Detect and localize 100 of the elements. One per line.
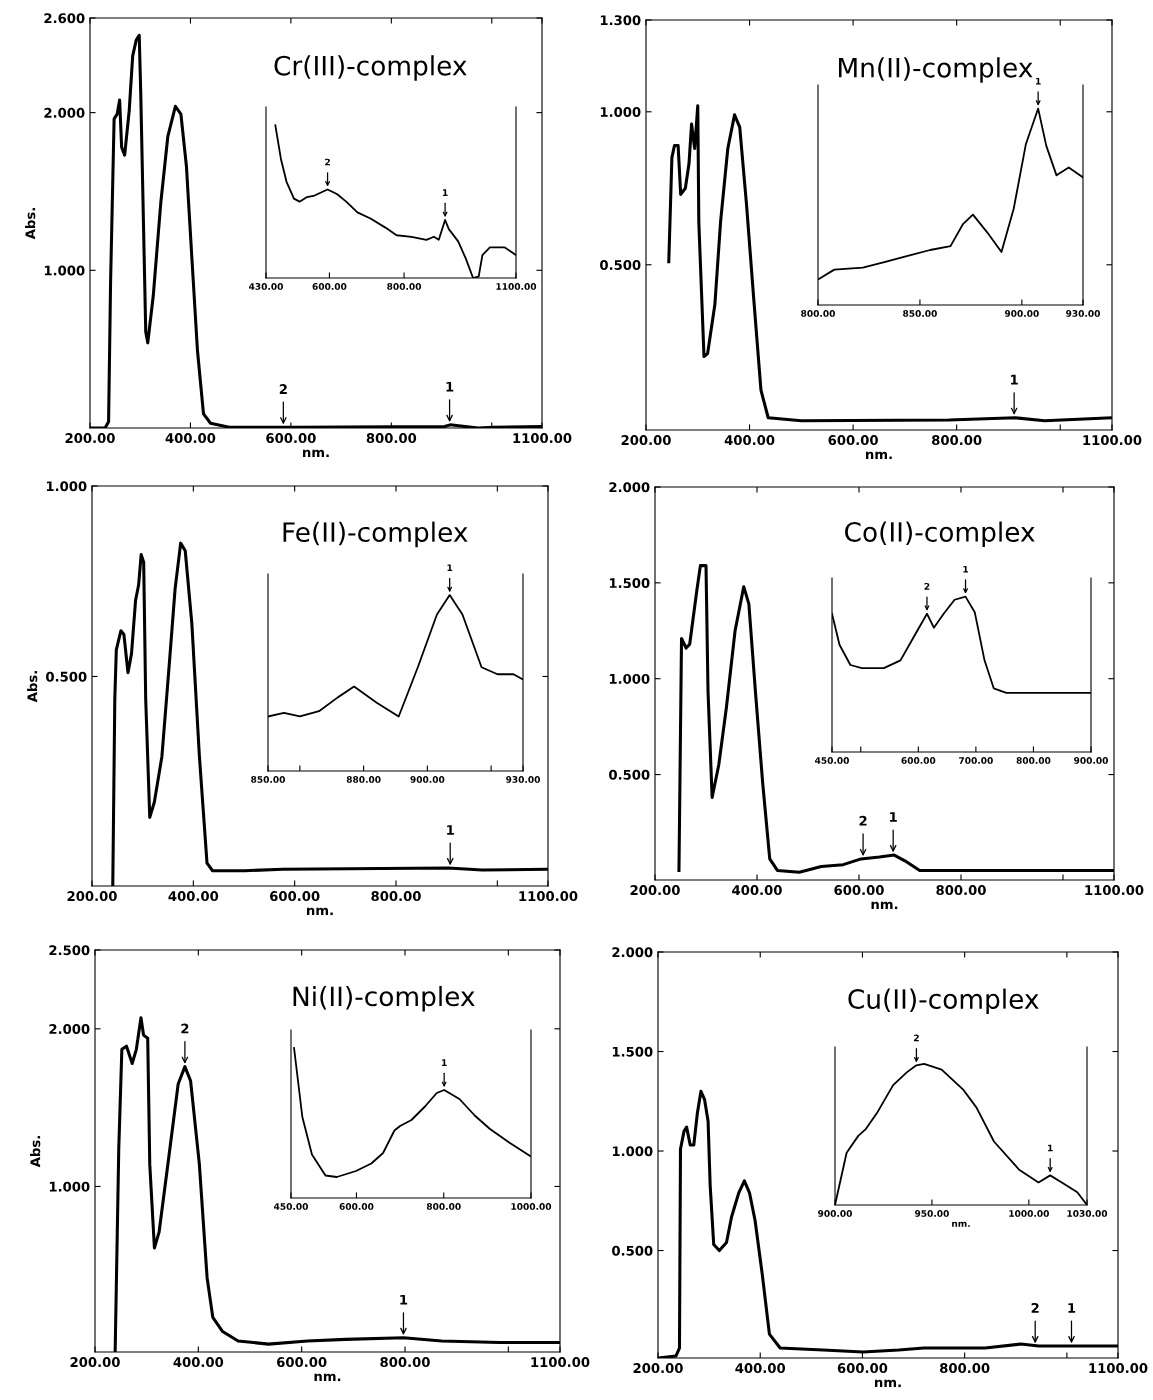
annotation: 1 [442, 189, 448, 196]
y-axis-title: Abs. [27, 671, 38, 703]
x-tick-label: 1100.00 [513, 433, 572, 444]
y-tick-label: 1.000 [46, 481, 87, 492]
x-tick-label: 400.00 [165, 433, 216, 444]
annotation: 2 [181, 1023, 189, 1034]
y-tick-label: 1.000 [609, 673, 650, 684]
y-tick-label: 2.500 [49, 945, 90, 956]
x-axis-title: nm. [952, 1221, 970, 1227]
x-tick-label: 430.00 [248, 283, 283, 290]
x-tick-label: 850.00 [903, 310, 937, 317]
annotation: 1 [1068, 1303, 1076, 1313]
x-tick-label: 880.00 [346, 776, 381, 783]
x-tick-label: 1100.00 [1083, 435, 1142, 446]
x-tick-label: 200.00 [65, 433, 115, 444]
annotation: 1 [1048, 1144, 1053, 1152]
annotation: 2 [1031, 1302, 1039, 1313]
y-tick-label: 1.500 [612, 1046, 653, 1057]
text: Fe(II)-complex [283, 521, 468, 548]
x-tick-label: 200.00 [633, 1363, 683, 1374]
x-tick-label: 1100.00 [519, 891, 578, 902]
x-tick-label: 900.00 [818, 1210, 852, 1217]
y-tick-label: 1.300 [600, 15, 641, 26]
y-axis-title: Abs. [25, 208, 36, 240]
text: Cr(III)-complex [274, 55, 467, 81]
x-tick-label: 1000.00 [511, 1203, 552, 1210]
y-tick-label: 0.500 [46, 671, 87, 682]
annotation: 2 [859, 815, 867, 826]
annotation: 1 [447, 825, 454, 835]
x-tick-label: 600.00 [901, 757, 936, 764]
y-tick-label: 1.000 [600, 107, 641, 117]
x-tick-label: 600.00 [266, 433, 316, 444]
annotation: 1 [442, 1059, 447, 1066]
x-tick-label: 800.00 [426, 1203, 461, 1210]
x-tick-label: 800.00 [380, 1357, 430, 1368]
x-tick-label: 800.00 [371, 891, 421, 902]
x-tick-label: 600.00 [339, 1203, 374, 1210]
x-axis-title: nm. [303, 449, 329, 458]
y-axis-title: Abs. [30, 1136, 41, 1168]
x-tick-label: 800.00 [801, 310, 835, 317]
annotation: 1 [1011, 374, 1018, 385]
text: Ni(II)-complex [293, 985, 475, 1012]
x-tick-label: 800.00 [1016, 757, 1051, 764]
x-tick-label: 1100.00 [1085, 885, 1144, 896]
x-tick-label: 200.00 [70, 1357, 120, 1368]
y-tick-label: 0.500 [609, 769, 650, 780]
x-tick-label: 900.00 [410, 776, 445, 783]
x-tick-label: 930.00 [506, 776, 540, 783]
x-tick-label: 950.00 [914, 1210, 949, 1217]
x-tick-label: 450.00 [273, 1203, 308, 1210]
x-tick-label: 1100.00 [531, 1357, 590, 1368]
x-tick-label: 400.00 [735, 1363, 786, 1374]
x-tick-label: 1030.00 [1067, 1210, 1108, 1217]
y-tick-label: 2.000 [49, 1024, 90, 1035]
x-tick-label: 800.00 [366, 433, 417, 444]
y-tick-label: 2.600 [44, 13, 85, 24]
text: Co(II)-complex [845, 521, 1035, 548]
x-tick-label: 600.00 [837, 1363, 888, 1374]
annotation: 1 [447, 564, 453, 572]
x-tick-label: 600.00 [834, 885, 884, 896]
x-axis-title: nm. [875, 1379, 901, 1388]
y-tick-label: 0.500 [600, 260, 641, 270]
x-tick-label: 850.00 [251, 776, 285, 783]
x-tick-label: 900.00 [1074, 757, 1108, 764]
annotation: 1 [400, 1294, 408, 1305]
annotation: 1 [1036, 77, 1041, 85]
x-tick-label: 200.00 [621, 435, 671, 446]
x-axis-title: nm. [871, 901, 898, 910]
x-tick-label: 400.00 [732, 885, 782, 896]
x-tick-label: 700.00 [959, 757, 993, 764]
x-tick-label: 900.00 [1004, 310, 1039, 317]
x-tick-label: 200.00 [67, 891, 117, 902]
annotation: 1 [963, 565, 969, 573]
x-tick-label: 600.00 [270, 891, 320, 902]
text: Cu(II)-complex [848, 988, 1039, 1015]
x-tick-label: 800.00 [936, 885, 986, 896]
x-tick-label: 1000.00 [1009, 1210, 1049, 1217]
x-tick-label: 800.00 [932, 435, 982, 446]
y-tick-label: 1.000 [612, 1146, 653, 1157]
x-tick-label: 400.00 [173, 1357, 224, 1368]
x-tick-label: 800.00 [940, 1363, 990, 1374]
x-tick-label: 400.00 [168, 891, 219, 902]
annotation: 1 [446, 381, 454, 392]
x-tick-label: 600.00 [277, 1357, 327, 1368]
x-axis-title: nm. [307, 907, 333, 916]
text: Mn(II)-complex [839, 57, 1033, 83]
x-tick-label: 600.00 [828, 435, 878, 446]
annotation: 2 [913, 1034, 919, 1042]
x-tick-label: 200.00 [630, 885, 680, 896]
annotation: 2 [325, 158, 330, 166]
annotation: 2 [924, 582, 930, 590]
x-axis-title: nm. [314, 1373, 341, 1382]
annotation: 2 [279, 384, 287, 394]
x-tick-label: 800.00 [387, 283, 422, 290]
x-axis-title: nm. [866, 451, 892, 460]
x-tick-label: 930.00 [1066, 310, 1100, 317]
x-tick-label: 1100.00 [496, 283, 537, 290]
annotation: 1 [890, 812, 897, 822]
y-tick-label: 2.000 [44, 107, 85, 118]
y-tick-label: 1.000 [49, 1181, 90, 1192]
